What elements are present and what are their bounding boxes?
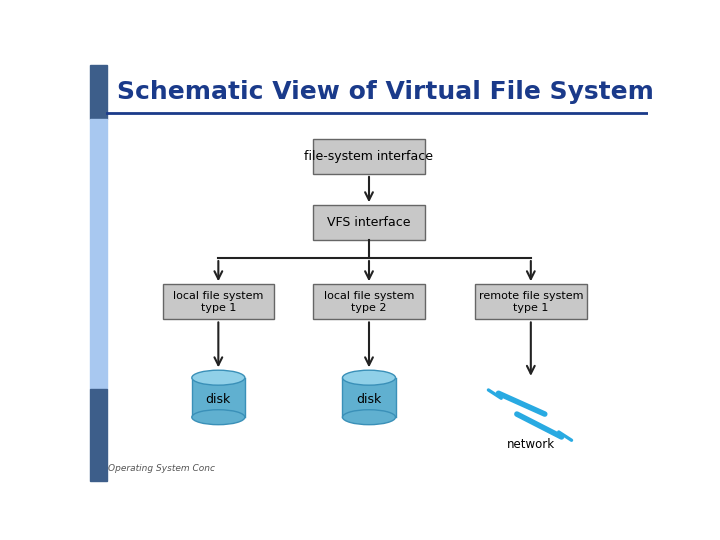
Text: Schematic View of Virtual File System: Schematic View of Virtual File System — [117, 80, 654, 104]
Text: network: network — [507, 438, 555, 451]
FancyBboxPatch shape — [475, 284, 587, 320]
Bar — [343, 377, 395, 417]
Bar — [90, 389, 107, 481]
FancyBboxPatch shape — [313, 205, 425, 240]
Text: VFS interface: VFS interface — [328, 217, 410, 230]
Ellipse shape — [343, 370, 395, 385]
Text: file-system interface: file-system interface — [305, 150, 433, 163]
Text: local file system
type 2: local file system type 2 — [324, 291, 414, 313]
Bar — [90, 119, 107, 389]
FancyBboxPatch shape — [313, 284, 425, 320]
Ellipse shape — [343, 410, 395, 424]
Ellipse shape — [192, 410, 245, 424]
FancyBboxPatch shape — [163, 284, 274, 320]
Ellipse shape — [192, 370, 245, 385]
Bar — [90, 65, 107, 119]
Bar — [192, 377, 245, 417]
FancyBboxPatch shape — [313, 139, 425, 174]
Text: remote file system
type 1: remote file system type 1 — [479, 291, 583, 313]
Text: disk: disk — [206, 393, 231, 406]
Text: Operating System Conc: Operating System Conc — [108, 464, 215, 473]
Text: local file system
type 1: local file system type 1 — [173, 291, 264, 313]
Text: disk: disk — [356, 393, 382, 406]
